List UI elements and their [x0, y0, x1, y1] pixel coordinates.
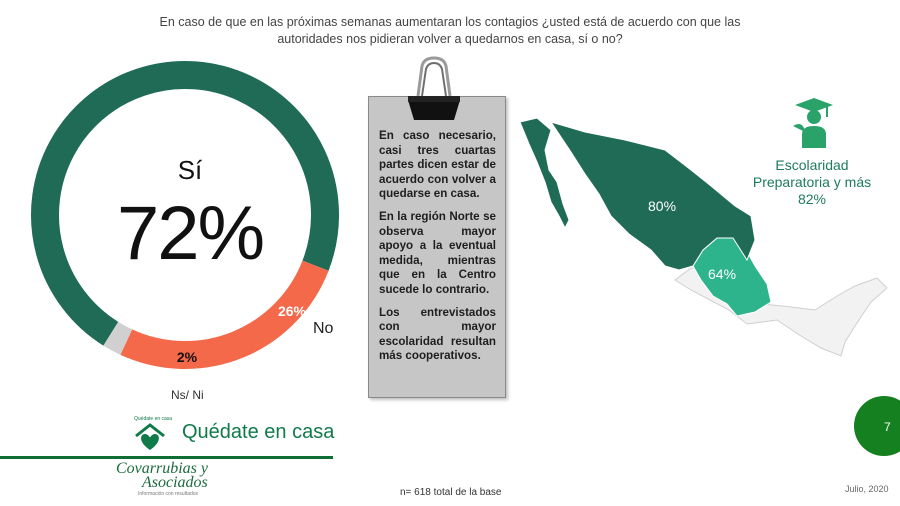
question-line-1: En caso de que en las próximas semanas a…: [159, 15, 741, 29]
page-number-badge: [854, 396, 900, 456]
report-date: Julio, 2020: [845, 484, 889, 494]
binder-clip-icon: [408, 56, 460, 120]
category-label-nsni: Ns/ Ni: [171, 388, 204, 402]
logo-tagline: Información con resultados: [138, 491, 199, 497]
house-heart-icon: [135, 423, 165, 450]
donut-segments: [31, 61, 339, 369]
data-label-nsni: 2%: [177, 349, 198, 365]
category-label-no: No: [313, 320, 334, 337]
question-line-2: autoridades nos pidieran volver a quedar…: [277, 32, 623, 46]
education-value: 82%: [797, 191, 827, 207]
sample-size-note: n= 618 total de la base: [400, 487, 502, 498]
map-label-north: 80%: [648, 198, 677, 214]
category-label-si: Sí: [177, 155, 203, 185]
page-number: 7: [884, 420, 891, 434]
logo-line-2: Asociados: [142, 474, 208, 491]
mexico-map: [519, 117, 888, 357]
map-label-center: 64%: [708, 266, 737, 282]
note-paragraph-3: Los entrevistados con mayor escolaridad …: [379, 305, 496, 363]
campaign-label: Quédate en casa: [182, 421, 335, 443]
donut-chart: 26% 2%: [31, 61, 339, 369]
map-region-north-mainland: [549, 121, 756, 271]
company-logo: Covarrubias y Asociados Información con …: [116, 460, 226, 498]
map-region-north: [519, 117, 570, 230]
data-label-no: 26%: [278, 303, 307, 319]
note-paragraph-2: En la región Norte se observa mayor apoy…: [379, 209, 496, 296]
campaign-small-label: Quédate en casa: [134, 416, 173, 422]
donut-slice-no: [120, 260, 329, 369]
note-paragraph-1: En caso necesario, casi tres cuartas par…: [379, 129, 496, 201]
footer-divider: [0, 456, 333, 459]
graduate-icon: [793, 98, 833, 148]
data-label-si: 72%: [116, 191, 265, 276]
logo-line-1: Covarrubias y: [116, 460, 208, 477]
donut-slice-si: [31, 61, 339, 346]
donut-slice-nsni: [103, 321, 133, 355]
education-label-line-1: Escolaridad: [775, 157, 849, 173]
education-label-line-2: Preparatoria y más: [752, 174, 872, 190]
question-text: En caso de que en las próximas semanas a…: [150, 14, 750, 48]
note-card: En caso necesario, casi tres cuartas par…: [368, 96, 506, 398]
